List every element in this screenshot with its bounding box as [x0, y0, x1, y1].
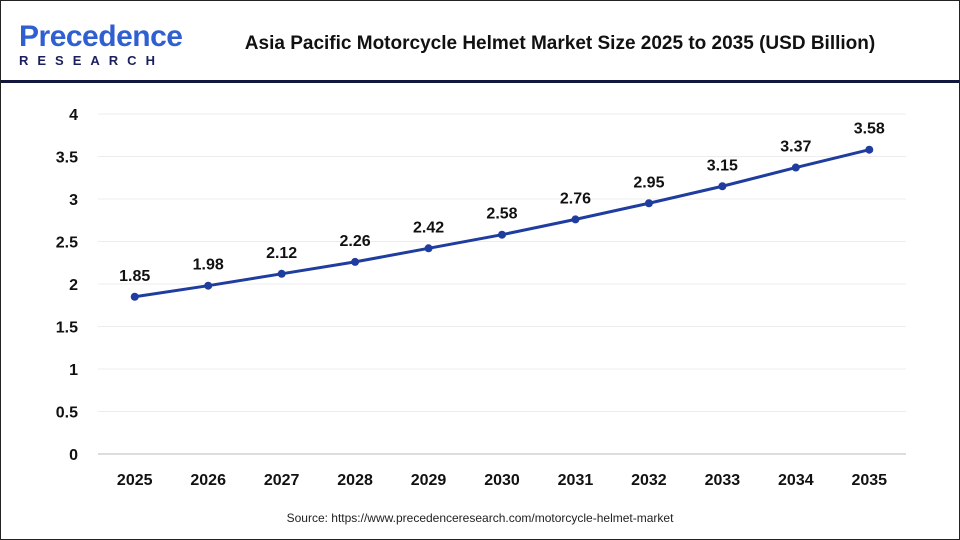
x-tick-label: 2035: [851, 472, 887, 489]
logo: Precedence RESEARCH: [19, 20, 183, 69]
data-point: [865, 145, 874, 154]
y-tick-label: 4: [69, 107, 78, 124]
data-point: [351, 257, 360, 266]
header-divider: [1, 80, 959, 83]
logo-subtext: RESEARCH: [19, 53, 164, 68]
data-label: 2.76: [560, 190, 591, 207]
data-label: 2.58: [486, 206, 517, 223]
y-tick-label: 0.5: [56, 405, 78, 422]
x-tick-label: 2025: [117, 472, 153, 489]
x-tick-label: 2032: [631, 472, 667, 489]
data-label: 3.15: [707, 157, 738, 174]
data-point: [130, 292, 139, 301]
chart-title: Asia Pacific Motorcycle Helmet Market Si…: [244, 33, 876, 54]
data-point: [204, 281, 213, 290]
y-tick-label: 3.5: [56, 150, 78, 167]
data-label: 2.42: [413, 219, 444, 236]
data-point: [277, 269, 286, 278]
x-tick-label: 2027: [264, 472, 300, 489]
series-line: [134, 148, 870, 299]
x-tick-label: 2026: [190, 472, 226, 489]
data-label: 2.12: [266, 245, 297, 262]
data-label: 3.58: [854, 121, 885, 138]
logo-initial: P: [19, 20, 39, 53]
data-point: [644, 199, 653, 208]
data-point: [791, 163, 800, 172]
data-point: [424, 244, 433, 253]
data-label: 2.26: [340, 233, 371, 250]
y-tick-label: 0: [69, 447, 78, 464]
y-tick-label: 1.5: [56, 320, 78, 337]
data-point: [498, 230, 506, 239]
x-tick-label: 2033: [705, 472, 741, 489]
data-label: 1.98: [193, 257, 224, 274]
x-tick-label: 2031: [558, 472, 594, 489]
data-label: 3.37: [780, 139, 811, 156]
data-label: 2.95: [633, 174, 664, 191]
y-tick-label: 1: [69, 362, 78, 379]
source-note: Source: https://www.precedenceresearch.c…: [286, 511, 674, 525]
data-point: [718, 182, 727, 191]
logo-text: recedence: [38, 20, 183, 53]
x-tick-label: 2028: [337, 472, 373, 489]
x-tick-label: 2030: [484, 472, 520, 489]
data-point: [571, 215, 580, 224]
data-label: 1.85: [119, 268, 150, 285]
x-tick-label: 2034: [778, 472, 814, 489]
y-tick-label: 3: [69, 192, 78, 209]
y-tick-label: 2.5: [56, 235, 78, 252]
x-tick-label: 2029: [411, 472, 447, 489]
y-tick-label: 2: [69, 277, 78, 294]
